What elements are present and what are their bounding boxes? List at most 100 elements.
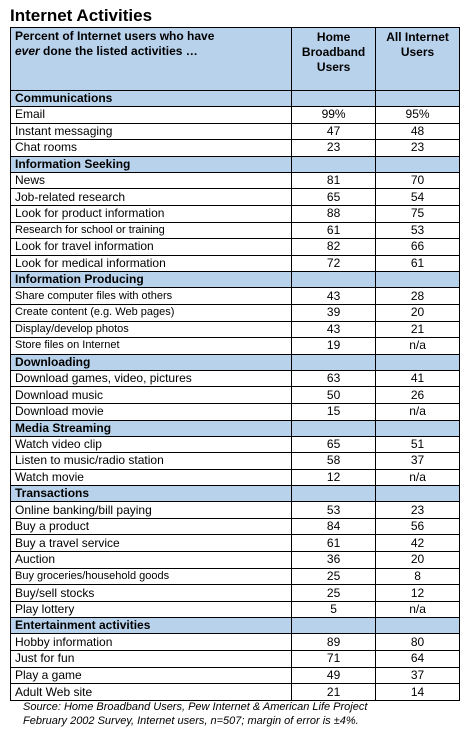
table-row: Buy groceries/household goods 25 8 <box>9 567 460 586</box>
all-internet-value: 41 <box>375 369 460 388</box>
table-row: Play lottery 5 n/a <box>9 600 460 619</box>
table-row: Hobby information 89 80 <box>9 633 460 652</box>
table-row: Download movie 15 n/a <box>9 402 460 421</box>
home-broadband-value: 25 <box>291 584 377 602</box>
table-row: Watch movie 12 n/a <box>9 468 460 487</box>
home-broadband-value: 82 <box>291 238 377 256</box>
activity-label: Share computer files with others <box>9 287 293 305</box>
activity-label: Buy a travel service <box>9 534 293 553</box>
activity-label: Display/develop photos <box>9 320 293 339</box>
section-header: Information Seeking <box>9 155 460 173</box>
all-internet-value: 70 <box>375 171 460 190</box>
all-internet-value: 12 <box>375 584 460 602</box>
table-row: Email 99% 95% <box>9 106 460 124</box>
section-title: Communications <box>9 90 293 107</box>
table-row: Share computer files with others 43 28 <box>9 287 460 305</box>
home-broadband-value: 36 <box>291 551 377 569</box>
activity-label: Research for school or training <box>9 221 293 240</box>
all-internet-value: 95% <box>375 106 460 124</box>
table-header-row: Percent of Internet users who have ever d… <box>9 27 460 91</box>
home-broadband-value: 72 <box>291 254 377 273</box>
table-row: Online banking/bill paying 53 23 <box>9 501 460 519</box>
activity-label: Buy/sell stocks <box>9 584 293 602</box>
section-title: Media Streaming <box>9 419 293 437</box>
table-row: Look for product information 88 75 <box>9 204 460 223</box>
all-internet-value: 23 <box>375 139 460 157</box>
table-row: Look for travel information 82 66 <box>9 238 460 256</box>
activity-label: Adult Web site <box>9 683 293 701</box>
all-internet-value: 66 <box>375 238 460 256</box>
section-blank-cell <box>375 155 460 173</box>
all-internet-value: 54 <box>375 188 460 206</box>
all-internet-value: 48 <box>375 122 460 141</box>
all-internet-value: 8 <box>375 567 460 586</box>
activity-label: Create content (e.g. Web pages) <box>9 303 293 322</box>
home-broadband-value: 89 <box>291 633 377 652</box>
section-blank-cell <box>375 617 460 635</box>
table-row: Create content (e.g. Web pages) 39 20 <box>9 303 460 322</box>
section-title: Information Producing <box>9 271 293 289</box>
all-internet-value: 28 <box>375 287 460 305</box>
activity-label: Just for fun <box>9 650 293 668</box>
section-header: Communications <box>9 90 460 107</box>
home-broadband-value: 49 <box>291 666 377 685</box>
section-blank-cell <box>375 90 460 107</box>
all-internet-value: 20 <box>375 303 460 322</box>
table-row: Instant messaging 47 48 <box>9 122 460 141</box>
all-internet-value: 26 <box>375 386 460 404</box>
source-line-2: February 2002 Survey, Internet users, n=… <box>23 715 359 727</box>
activity-label: Buy a product <box>9 517 293 536</box>
all-internet-value: 21 <box>375 320 460 339</box>
table-row: Play a game 49 37 <box>9 666 460 685</box>
home-broadband-value: 19 <box>291 337 377 355</box>
home-broadband-value: 25 <box>291 567 377 586</box>
all-internet-value: 23 <box>375 501 460 519</box>
activity-label: Auction <box>9 551 293 569</box>
section-blank-cell <box>375 353 460 371</box>
table-row: Store files on Internet 19 n/a <box>9 337 460 355</box>
all-internet-value: 42 <box>375 534 460 553</box>
activities-table: Percent of Internet users who have ever d… <box>9 27 460 701</box>
section-header: Entertainment activities <box>9 617 460 635</box>
all-internet-value: n/a <box>375 337 460 355</box>
table-row: Job-related research 65 54 <box>9 188 460 206</box>
section-blank-cell <box>375 271 460 289</box>
activity-label: Chat rooms <box>9 139 293 157</box>
home-broadband-value: 99% <box>291 106 377 124</box>
header-description-part1: Percent of Internet users who have <box>15 29 215 43</box>
all-internet-value: 51 <box>375 435 460 454</box>
table-body: Communications Email 99% 95% Instant messagi… <box>9 90 460 701</box>
section-title: Entertainment activities <box>9 617 293 635</box>
section-header: Information Producing <box>9 271 460 289</box>
activity-label: Listen to music/radio station <box>9 452 293 470</box>
all-internet-value: 53 <box>375 221 460 240</box>
home-broadband-value: 65 <box>291 188 377 206</box>
section-blank-cell <box>291 353 377 371</box>
activity-label: Download movie <box>9 402 293 421</box>
home-broadband-value: 43 <box>291 287 377 305</box>
all-internet-value: 75 <box>375 204 460 223</box>
activity-label: Download games, video, pictures <box>9 369 293 388</box>
all-internet-value: n/a <box>375 468 460 487</box>
section-blank-cell <box>291 271 377 289</box>
home-broadband-value: 43 <box>291 320 377 339</box>
activity-label: Look for travel information <box>9 238 293 256</box>
all-internet-value: 56 <box>375 517 460 536</box>
activity-label: Play a game <box>9 666 293 685</box>
home-broadband-value: 81 <box>291 171 377 190</box>
header-home-broadband: Home Broadband Users <box>291 27 377 91</box>
section-header: Media Streaming <box>9 419 460 437</box>
header-all-internet: All Internet Users <box>375 27 460 91</box>
all-internet-value: n/a <box>375 600 460 619</box>
table-row: Buy/sell stocks 25 12 <box>9 584 460 602</box>
home-broadband-value: 15 <box>291 402 377 421</box>
table-row: Buy a product 84 56 <box>9 517 460 536</box>
activity-label: Instant messaging <box>9 122 293 141</box>
section-blank-cell <box>375 419 460 437</box>
activity-label: Download music <box>9 386 293 404</box>
table-row: Watch video clip 65 51 <box>9 435 460 454</box>
activity-label: Look for product information <box>9 204 293 223</box>
table-row: Buy a travel service 61 42 <box>9 534 460 553</box>
home-broadband-value: 88 <box>291 204 377 223</box>
